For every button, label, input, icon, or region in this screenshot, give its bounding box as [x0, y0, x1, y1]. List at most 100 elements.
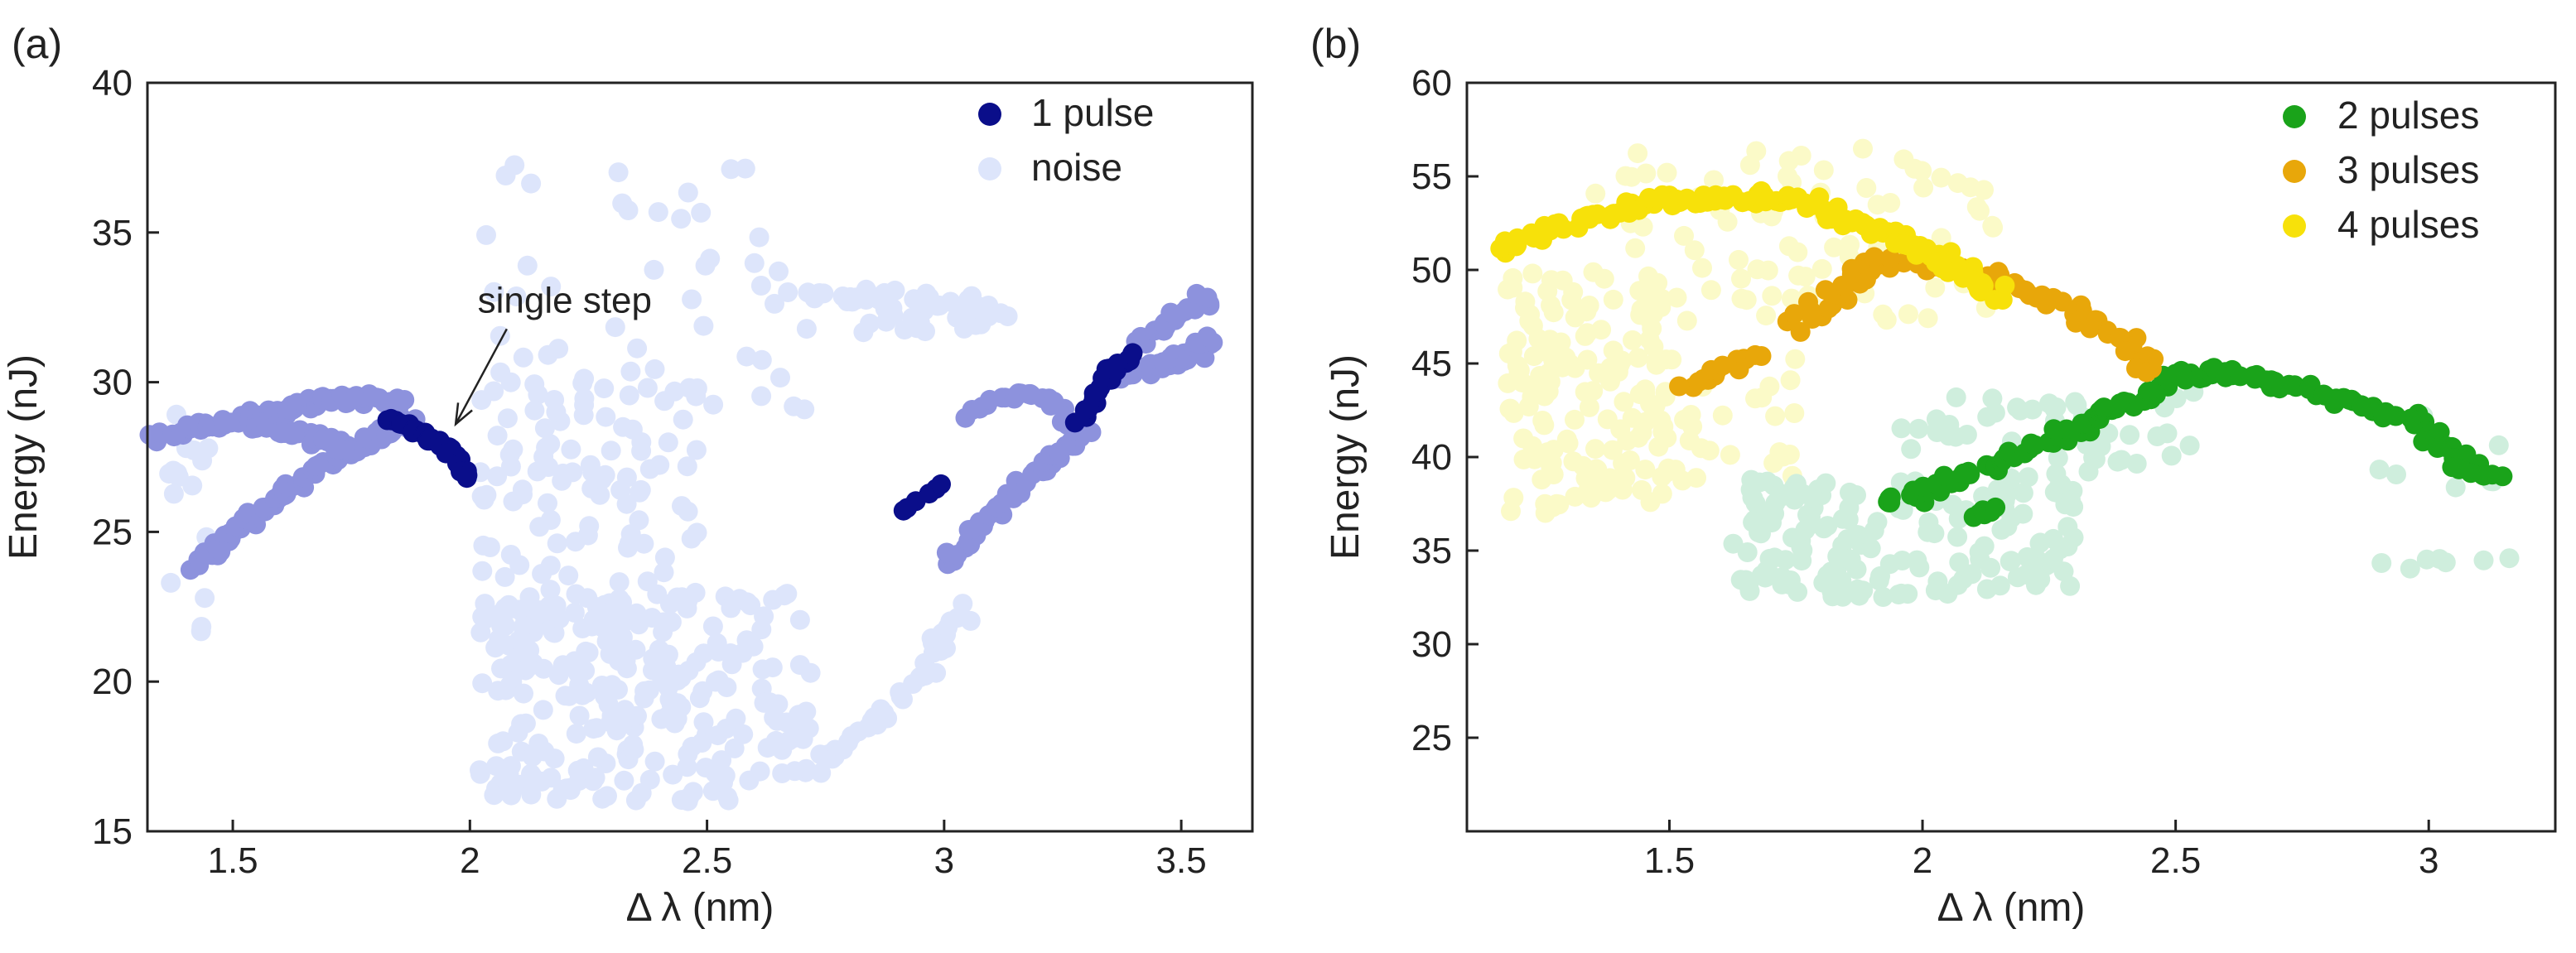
data-point: [1565, 307, 1585, 328]
data-point: [678, 590, 698, 611]
data-point: [476, 484, 497, 505]
data-point: [1784, 304, 1805, 325]
data-point: [677, 757, 697, 777]
data-point: [470, 760, 490, 781]
data-point: [726, 708, 746, 729]
data-point: [1762, 286, 1782, 306]
data-point: [1612, 479, 1633, 500]
data-point: [566, 724, 586, 744]
data-point: [619, 533, 639, 554]
data-point: [1717, 211, 1738, 232]
data-point: [751, 386, 772, 407]
data-point: [1538, 381, 1559, 402]
data-point: [620, 361, 641, 382]
data-point: [693, 643, 714, 664]
data-point: [1784, 403, 1805, 423]
data-point: [1817, 565, 1838, 585]
data-point: [1755, 191, 1776, 212]
data-point: [613, 416, 634, 437]
y-tick-label: 35: [92, 213, 133, 253]
data-point: [2046, 464, 2067, 484]
data-point: [860, 313, 880, 334]
data-point: [1925, 580, 1946, 601]
data-point: [2094, 397, 2114, 418]
data-point: [737, 592, 758, 613]
data-point: [789, 705, 809, 725]
data-point: [639, 459, 660, 479]
data-point: [1830, 209, 1850, 230]
data-point: [500, 456, 521, 477]
data-point: [2053, 561, 2074, 582]
data-point: [1498, 373, 1518, 393]
data-point: [596, 407, 616, 427]
data-point: [664, 381, 685, 402]
data-point: [682, 736, 702, 757]
data-point: [1699, 440, 1720, 461]
data-point: [616, 467, 637, 488]
data-point: [909, 312, 930, 333]
data-point: [915, 294, 936, 315]
data-point: [1513, 428, 1534, 449]
data-point: [2136, 362, 2157, 383]
data-point: [572, 685, 593, 705]
data-point: [1583, 262, 1604, 282]
data-point: [548, 665, 569, 686]
data-point: [1798, 291, 1818, 312]
data-point: [1676, 310, 1697, 331]
data-point: [1880, 248, 1901, 269]
data-point: [2435, 552, 2456, 573]
data-point: [796, 758, 817, 779]
data-point: [546, 402, 567, 422]
data-point: [637, 378, 658, 398]
data-point: [1838, 549, 1859, 570]
data-point: [573, 758, 594, 778]
data-point: [1795, 267, 1816, 287]
annotation-arrowhead: [454, 402, 473, 427]
data-point: [789, 655, 810, 676]
data-point: [1503, 488, 1524, 508]
legend-marker: [2283, 214, 2306, 238]
data-point: [533, 700, 553, 720]
data-point: [739, 770, 760, 791]
data-point: [1672, 470, 1693, 491]
data-point: [500, 545, 521, 565]
data-point: [609, 572, 630, 593]
data-point: [1947, 173, 1968, 194]
data-point: [2043, 419, 2064, 440]
data-point: [1867, 512, 1888, 532]
data-point: [521, 173, 542, 194]
data-point: [744, 253, 765, 273]
data-point: [490, 362, 511, 383]
data-point: [1847, 579, 1868, 599]
data-point: [163, 460, 184, 481]
data-point: [668, 664, 689, 685]
data-point: [1737, 542, 1758, 562]
data-point: [1815, 280, 1836, 301]
data-point: [499, 779, 520, 800]
data-point: [711, 768, 731, 789]
data-point: [1793, 484, 1813, 504]
data-point: [161, 572, 181, 593]
data-point: [2053, 291, 2072, 312]
data-point: [517, 255, 538, 276]
data-point: [1751, 346, 1772, 366]
data-point: [1992, 290, 2013, 310]
series-4-pulses: [1490, 180, 2015, 310]
data-point: [503, 491, 523, 512]
data-point: [470, 622, 491, 643]
data-point: [394, 390, 415, 410]
data-point: [1824, 237, 1845, 258]
data-point: [1848, 525, 1869, 546]
data-point: [1982, 388, 2003, 409]
data-point: [1657, 162, 1677, 183]
data-point: [1873, 304, 1893, 325]
data-point: [643, 660, 663, 681]
data-point: [629, 510, 649, 531]
data-point: [631, 440, 652, 461]
data-point: [1785, 349, 1806, 369]
data-point: [601, 675, 622, 695]
data-point: [875, 291, 895, 311]
panel-a-chart: 1.5 2 2.5 3 3.5 15 20 25 30 35 40 Δ λ (nm) Energy (n…: [2, 21, 1254, 930]
data-point: [1946, 387, 1966, 407]
data-point: [644, 751, 665, 772]
